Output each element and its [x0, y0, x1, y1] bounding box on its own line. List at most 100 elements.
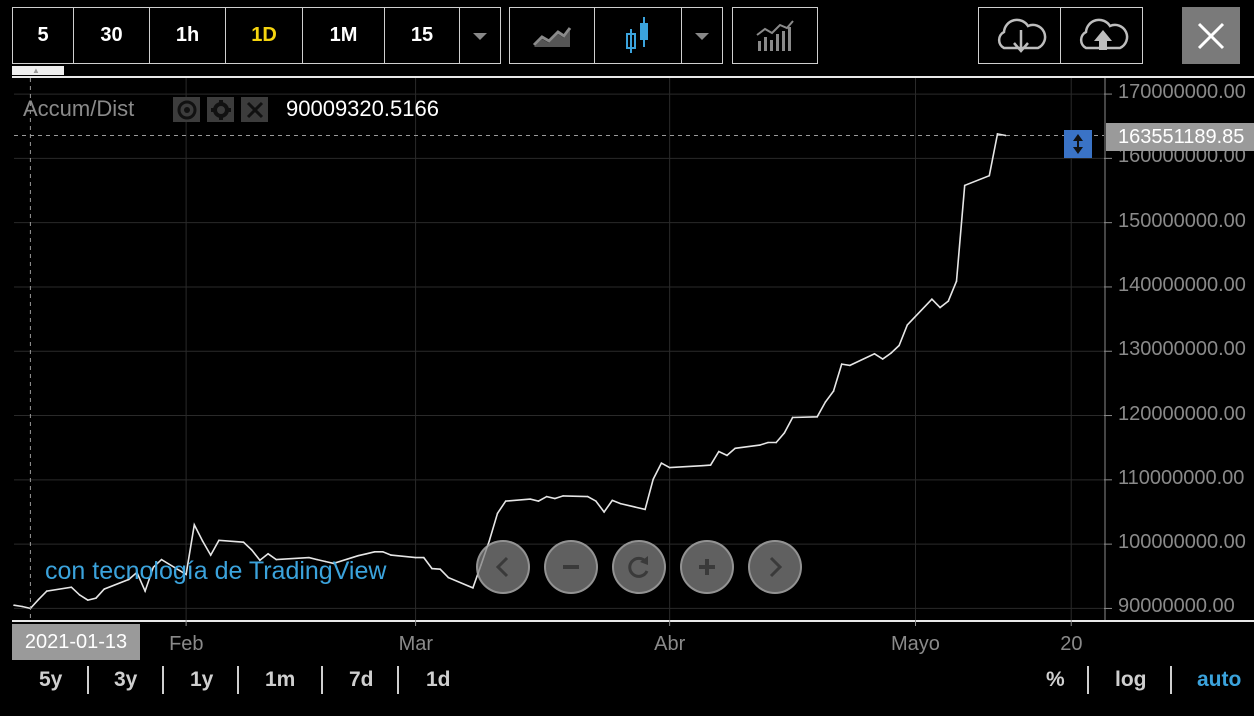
- indicator-remove-button[interactable]: [241, 97, 268, 122]
- data-point: [554, 497, 556, 500]
- data-point: [644, 508, 646, 511]
- data-point: [144, 590, 146, 592]
- interval-button[interactable]: 1M: [303, 8, 385, 63]
- data-point: [250, 549, 253, 551]
- data-point: [955, 280, 958, 282]
- data-point: [201, 540, 204, 542]
- zoom-in-button[interactable]: [680, 540, 734, 594]
- data-point: [160, 558, 163, 561]
- data-point: [988, 174, 991, 177]
- range-5y-button[interactable]: 5y: [39, 668, 63, 691]
- indicator-visibility-button[interactable]: [173, 97, 200, 122]
- data-point: [890, 352, 892, 354]
- close-button[interactable]: [1182, 7, 1240, 64]
- data-point: [832, 390, 835, 392]
- percent-scale-button[interactable]: %: [1046, 668, 1065, 691]
- data-point: [906, 324, 909, 326]
- data-point: [259, 559, 261, 562]
- range-7d-button[interactable]: 7d: [349, 668, 374, 691]
- collapse-arrows-icon: [1073, 134, 1083, 154]
- range-1m-button[interactable]: 1m: [265, 668, 296, 691]
- indicator-settings-button[interactable]: [207, 97, 234, 122]
- gear-icon: [210, 99, 231, 120]
- data-point: [668, 466, 671, 469]
- data-point: [45, 590, 48, 592]
- data-point: [726, 454, 728, 457]
- interval-button[interactable]: 30: [74, 8, 150, 63]
- range-1y-button[interactable]: 1y: [190, 668, 214, 691]
- interval-button[interactable]: 15: [385, 8, 460, 63]
- data-point: [488, 540, 491, 542]
- chevron-down-icon: [695, 32, 709, 40]
- indicators-icon: [756, 19, 794, 51]
- data-point: [529, 498, 532, 500]
- interval-group: 5 30 1h 1D 1M 15: [12, 7, 501, 64]
- divider: [1087, 666, 1089, 694]
- data-point: [37, 598, 40, 601]
- data-point: [332, 562, 335, 565]
- interval-button[interactable]: 5: [13, 8, 74, 63]
- data-point: [447, 576, 450, 579]
- scroll-left-button[interactable]: [476, 540, 530, 594]
- interval-button-active[interactable]: 1D: [226, 8, 303, 63]
- data-point: [963, 184, 966, 187]
- data-point: [619, 502, 622, 505]
- data-point: [701, 464, 704, 467]
- data-point: [21, 605, 23, 608]
- data-point: [586, 495, 589, 498]
- crosshair-date-label: 2021-01-13: [12, 624, 140, 660]
- data-point: [267, 552, 269, 555]
- y-tick-label: 140000000.00: [1118, 273, 1246, 296]
- chart-type-dropdown-button[interactable]: [682, 8, 722, 63]
- scroll-right-button[interactable]: [748, 540, 802, 594]
- range-slider-handle[interactable]: ▲: [12, 66, 64, 75]
- data-point: [103, 588, 105, 590]
- data-point: [545, 495, 548, 498]
- indicator-value: 90009320.5166: [286, 96, 439, 121]
- interval-dropdown-button[interactable]: [460, 8, 500, 63]
- y-tick-label: 150000000.00: [1118, 209, 1246, 232]
- data-point: [275, 558, 278, 561]
- data-point: [537, 500, 540, 502]
- line-chart-button[interactable]: [510, 8, 595, 63]
- close-icon: [246, 101, 263, 118]
- y-tick-label: 120000000.00: [1118, 402, 1246, 425]
- data-point: [70, 586, 73, 589]
- scale-marker-button[interactable]: [1064, 130, 1092, 158]
- log-scale-button[interactable]: log: [1115, 668, 1147, 691]
- tradingview-watermark[interactable]: con tecnología de TradingView: [45, 557, 387, 585]
- divider: [237, 666, 239, 694]
- data-point: [595, 500, 597, 502]
- cloud-upload-button[interactable]: [1060, 7, 1143, 64]
- data-point: [152, 566, 155, 569]
- interval-button[interactable]: 1h: [150, 8, 226, 63]
- data-point: [472, 587, 474, 589]
- x-tick-label: 20: [1060, 633, 1083, 655]
- auto-scale-button[interactable]: auto: [1197, 668, 1242, 691]
- data-point: [791, 416, 794, 419]
- data-point: [185, 573, 187, 576]
- data-point: [816, 416, 818, 418]
- reset-icon: [628, 556, 649, 578]
- range-3y-button[interactable]: 3y: [114, 668, 138, 691]
- data-point: [931, 298, 933, 300]
- data-point: [783, 432, 786, 434]
- data-point: [652, 478, 655, 480]
- data-point: [381, 551, 384, 553]
- candlestick-button[interactable]: [595, 8, 682, 63]
- data-point: [365, 552, 368, 555]
- data-point: [242, 541, 245, 544]
- x-tick-label: Feb: [169, 633, 204, 655]
- chart-type-group: [509, 7, 723, 64]
- series-line: [13, 132, 1006, 610]
- range-1d-button[interactable]: 1d: [426, 668, 451, 691]
- reset-zoom-button[interactable]: [612, 540, 666, 594]
- data-point: [95, 597, 97, 599]
- zoom-out-button[interactable]: [544, 540, 598, 594]
- data-point: [603, 511, 605, 513]
- data-point: [947, 300, 950, 302]
- indicators-button[interactable]: [732, 7, 818, 64]
- data-point: [562, 495, 564, 497]
- y-tick-label: 110000000.00: [1118, 466, 1245, 489]
